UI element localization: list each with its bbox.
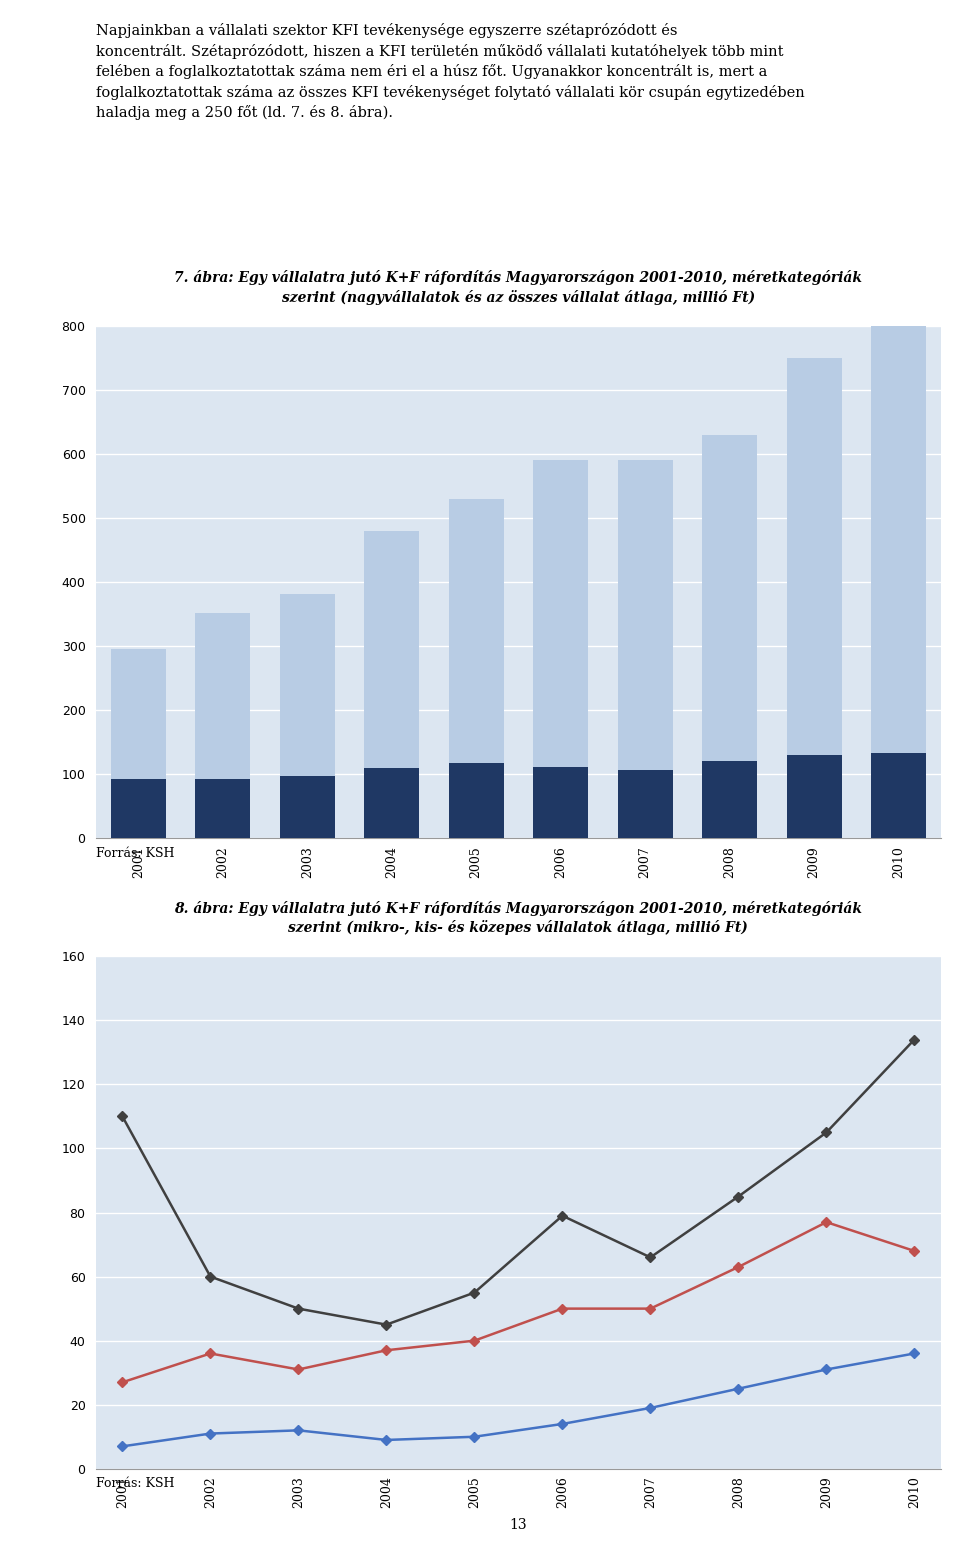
Bar: [702, 435, 757, 838]
Bar: [702, 762, 757, 838]
Bar: [279, 594, 335, 838]
Text: 8. ábra: Egy vállalatra jutó K+F ráfordítás Magyarországon 2001-2010, méretkateg: 8. ábra: Egy vállalatra jutó K+F ráfordí…: [175, 901, 862, 935]
Bar: [364, 530, 420, 838]
Bar: [364, 768, 420, 838]
Bar: [533, 460, 588, 838]
Bar: [448, 499, 504, 838]
Text: Napjainkban a vállalati szektor KFI tevékenysége egyszerre szétaprózódott és
kon: Napjainkban a vállalati szektor KFI tevé…: [96, 23, 804, 120]
Bar: [617, 771, 673, 838]
Bar: [786, 358, 842, 838]
Text: 13: 13: [510, 1519, 527, 1533]
Bar: [195, 779, 251, 838]
Bar: [448, 763, 504, 838]
Text: Forrás: KSH: Forrás: KSH: [96, 846, 175, 860]
Bar: [533, 768, 588, 838]
Bar: [110, 779, 166, 838]
Text: 7. ábra: Egy vállalatra jutó K+F ráfordítás Magyarországon 2001-2010, méretkateg: 7. ábra: Egy vállalatra jutó K+F ráfordí…: [175, 271, 862, 305]
Bar: [617, 460, 673, 838]
Bar: [786, 755, 842, 838]
Bar: [279, 776, 335, 838]
Bar: [871, 325, 926, 838]
Bar: [195, 613, 251, 838]
Text: Forrás: KSH: Forrás: KSH: [96, 1476, 175, 1490]
Bar: [871, 754, 926, 838]
Bar: [110, 649, 166, 838]
